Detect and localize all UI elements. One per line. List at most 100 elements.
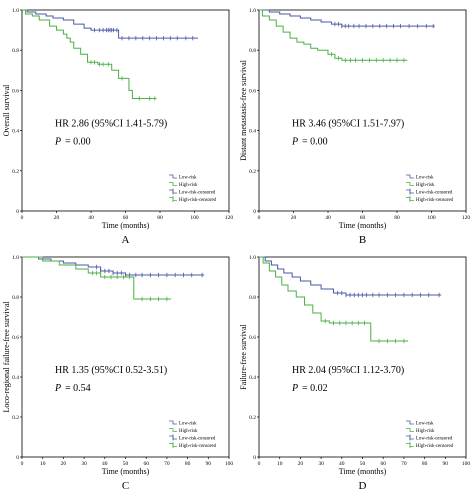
- legend-item: Low-risk: [416, 176, 434, 181]
- panel-letter: C: [122, 480, 129, 492]
- km-curve-low-risk: [22, 9, 198, 39]
- legend-item: Low-risk: [179, 422, 197, 427]
- km-curve-high-risk: [22, 9, 157, 99]
- y-tick-label: 0.8: [249, 48, 256, 54]
- chart-panel-c: 0 0.2 0.4 0.6 0.8 1.0 0 10 20 30 40 50 60 70 80 90 100 Ti…: [0, 247, 237, 493]
- p-label: P: [54, 383, 61, 394]
- chart-d: 0 0.2 0.4 0.6 0.8 1.0 0 10 20 30 40 50 60 70 80 90 100 Ti…: [239, 255, 471, 492]
- chart-panel-d: 0 0.2 0.4 0.6 0.8 1.0 0 10 20 30 40 50 60 70 80 90 100 Ti…: [237, 247, 474, 493]
- legend-swatch: [406, 182, 414, 186]
- x-tick-label: 0: [21, 461, 24, 467]
- y-tick-label: 0.2: [249, 169, 256, 175]
- x-tick-label: 60: [143, 461, 149, 467]
- x-tick-label: 60: [123, 215, 129, 221]
- legend-item: High-risk-censored: [179, 198, 217, 203]
- x-tick-label: 80: [394, 215, 400, 221]
- km-curve-low-risk: [259, 256, 442, 296]
- legend-item: Low-risk: [416, 422, 434, 427]
- x-axis-label: Time (months): [339, 221, 387, 230]
- legend-swatch: [169, 182, 177, 186]
- x-axis-label: Time (months): [102, 221, 150, 230]
- p-label: P: [291, 137, 298, 148]
- y-tick-label: 0.6: [12, 88, 19, 94]
- y-tick-label: 0: [253, 455, 256, 461]
- x-axis-label: Time (months): [339, 467, 387, 476]
- hazard-ratio-text: HR 3.46 (95%CI 1.51-7.97): [292, 119, 404, 130]
- y-axis-label: Loco-regional failure-free survival: [2, 301, 11, 413]
- legend-swatch: [406, 174, 414, 179]
- p-value: = 0.00: [302, 137, 328, 148]
- y-tick-label: 0.2: [249, 415, 256, 421]
- x-tick-label: 90: [443, 461, 449, 467]
- x-tick-label: 20: [291, 215, 297, 221]
- x-tick-label: 20: [298, 461, 304, 467]
- y-tick-label: 0.2: [12, 169, 19, 175]
- y-tick-label: 1.0: [249, 8, 256, 14]
- x-tick-label: 50: [360, 461, 366, 467]
- legend-item: High-risk: [179, 429, 198, 434]
- x-tick-label: 30: [81, 461, 87, 467]
- y-tick-label: 0.8: [249, 295, 256, 301]
- x-tick-label: 20: [54, 215, 60, 221]
- y-tick-label: 0.4: [12, 129, 19, 135]
- legend-swatch: [169, 428, 177, 432]
- x-tick-label: 80: [157, 215, 163, 221]
- legend-item: High-risk: [416, 429, 435, 434]
- p-label: P: [54, 137, 61, 148]
- x-tick-label: 0: [258, 215, 261, 221]
- x-tick-label: 40: [325, 215, 331, 221]
- hazard-ratio-text: HR 2.86 (95%CI 1.41-5.79): [55, 119, 167, 130]
- y-tick-label: 1.0: [12, 255, 19, 261]
- p-label: P: [291, 383, 298, 394]
- panel-letter: D: [359, 480, 367, 492]
- plot-frame: [258, 256, 467, 458]
- legend-swatch: [169, 174, 177, 179]
- x-tick-label: 20: [61, 461, 67, 467]
- chart-c: 0 0.2 0.4 0.6 0.8 1.0 0 10 20 30 40 50 60 70 80 90 100 Ti…: [2, 255, 233, 492]
- hazard-ratio-text: HR 2.04 (95%CI 1.12-3.70): [292, 365, 404, 376]
- x-tick-label: 0: [258, 461, 261, 467]
- legend-item: Low-risk-censored: [416, 191, 453, 196]
- legend-item: Low-risk-censored: [416, 437, 453, 442]
- y-tick-label: 0.6: [249, 335, 256, 341]
- panel-letter: A: [122, 234, 130, 246]
- x-tick-label: 100: [427, 215, 436, 221]
- legend-swatch: [169, 420, 177, 425]
- x-tick-label: 70: [401, 461, 407, 467]
- legend-item: Low-risk-censored: [179, 437, 216, 442]
- y-axis-label: Distant metastasis-free survival: [239, 59, 248, 161]
- x-tick-label: 0: [21, 215, 24, 221]
- legend-item: High-risk-censored: [416, 444, 454, 449]
- y-tick-label: 0.8: [12, 295, 19, 301]
- panel-letter: B: [359, 234, 366, 246]
- x-tick-label: 60: [380, 461, 386, 467]
- x-tick-label: 50: [123, 461, 129, 467]
- x-tick-label: 120: [462, 215, 471, 221]
- y-tick-label: 0.4: [249, 129, 256, 135]
- x-tick-label: 120: [225, 215, 234, 221]
- legend-swatch: [406, 420, 414, 425]
- plot-frame: [21, 9, 230, 212]
- x-tick-label: 70: [164, 461, 170, 467]
- x-tick-label: 10: [277, 461, 283, 467]
- plot-frame: [21, 256, 230, 458]
- y-tick-label: 1.0: [12, 8, 19, 14]
- chart-panel-b: 0 0.2 0.4 0.6 0.8 1.0 0 20 40 60 80 100 120 Time (mon…: [237, 0, 474, 247]
- legend-swatch: [406, 428, 414, 432]
- x-axis-label: Time (months): [102, 467, 150, 476]
- hazard-ratio-text: HR 1.35 (95%CI 0.52-3.51): [55, 365, 167, 376]
- x-tick-label: 80: [185, 461, 191, 467]
- y-axis-label: Overall survival: [2, 84, 11, 137]
- chart-panel-a: 0 0.2 0.4 0.6 0.8 1.0 0 20 40 60 80 100 120 Time (mon…: [0, 0, 237, 247]
- y-tick-label: 0: [16, 455, 19, 461]
- y-tick-label: 0.6: [249, 88, 256, 94]
- x-tick-label: 40: [102, 461, 108, 467]
- km-curve-low-risk: [259, 9, 435, 27]
- km-curve-high-risk: [22, 256, 172, 300]
- y-tick-label: 0: [253, 209, 256, 215]
- x-tick-label: 80: [422, 461, 428, 467]
- plot-frame: [258, 9, 467, 212]
- legend-item: Low-risk-censored: [179, 191, 216, 196]
- x-tick-label: 100: [462, 461, 471, 467]
- y-tick-label: 0.4: [249, 375, 256, 381]
